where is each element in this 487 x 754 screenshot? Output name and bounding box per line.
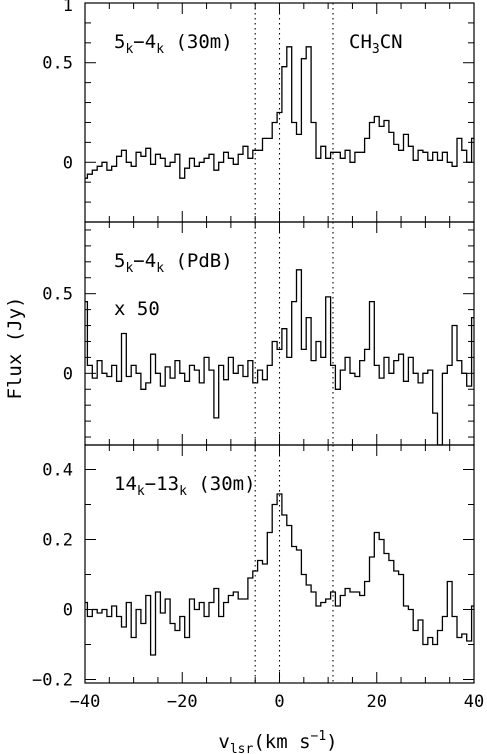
- panel-label: 5k−4k (PdB): [114, 250, 233, 276]
- panel-label: 5k−4k (30m): [114, 31, 233, 57]
- x-tick-label: −40: [70, 692, 101, 712]
- y-tick-label: 0: [63, 153, 73, 173]
- x-tick-label: −20: [167, 692, 198, 712]
- spectrum-line: [85, 493, 474, 656]
- spectrum-line: [85, 46, 474, 179]
- y-tick-label: 0: [63, 601, 73, 621]
- scale-factor-label: x 50: [114, 298, 160, 320]
- spectrum-line: [85, 269, 474, 446]
- panel-2: 0 0.5 5k−4k (PdB) x 50: [42, 221, 475, 446]
- x-tick-label: 40: [464, 692, 484, 712]
- y-tick-label: 1: [63, 0, 73, 16]
- x-tick-label: 20: [367, 692, 387, 712]
- panel-1: 0 0.5 1 5k−4k (30m) CH3CN: [42, 0, 475, 223]
- y-tick-label: 0.2: [42, 531, 73, 551]
- molecule-label: CH3CN: [349, 31, 403, 57]
- y-tick-label: 0.4: [42, 461, 73, 481]
- y-tick-label: 0.5: [42, 285, 73, 305]
- y-axis-label: Flux (Jy): [4, 297, 26, 400]
- y-tick-label: −0.2: [32, 671, 73, 691]
- y-tick-label: 0: [63, 364, 73, 384]
- x-axis-label: vlsr(km s−1): [218, 729, 337, 754]
- y-tick-label: 0.5: [42, 54, 73, 74]
- panel-label: 14k−13k (30m): [114, 473, 256, 499]
- panel-3: −0.2 0 0.2 0.4 14k−13k (30m): [32, 444, 475, 691]
- x-tick-label: 0: [274, 692, 284, 712]
